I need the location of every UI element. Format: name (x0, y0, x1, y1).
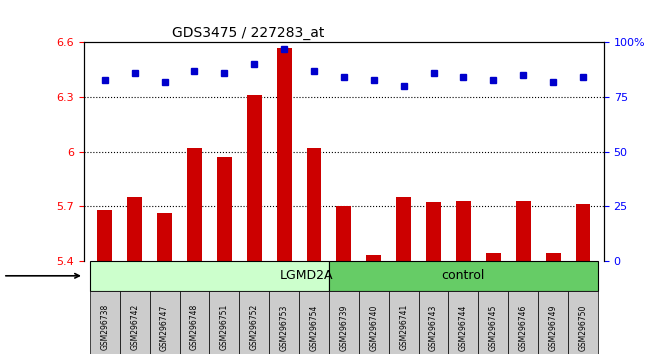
Text: GDS3475 / 227283_at: GDS3475 / 227283_at (172, 26, 325, 40)
Text: GSM296747: GSM296747 (160, 304, 169, 350)
FancyBboxPatch shape (389, 291, 419, 354)
FancyBboxPatch shape (269, 291, 299, 354)
Text: GSM296742: GSM296742 (130, 304, 139, 350)
Bar (426, 202, 441, 261)
Bar (157, 213, 172, 261)
Text: GSM296740: GSM296740 (369, 304, 378, 350)
Text: control: control (442, 269, 485, 282)
Text: LGMD2A: LGMD2A (280, 269, 333, 282)
Bar (217, 157, 231, 261)
FancyBboxPatch shape (359, 291, 389, 354)
Bar (546, 253, 560, 261)
Bar (366, 255, 381, 261)
FancyBboxPatch shape (299, 291, 329, 354)
Bar (456, 201, 471, 261)
Bar (97, 210, 112, 261)
FancyBboxPatch shape (419, 291, 448, 354)
FancyBboxPatch shape (538, 291, 568, 354)
Text: GSM296754: GSM296754 (309, 304, 319, 350)
FancyBboxPatch shape (90, 291, 119, 354)
Bar (276, 48, 292, 261)
FancyBboxPatch shape (568, 291, 598, 354)
FancyBboxPatch shape (329, 291, 359, 354)
FancyBboxPatch shape (508, 291, 538, 354)
Text: GSM296738: GSM296738 (100, 304, 109, 350)
Text: GSM296743: GSM296743 (429, 304, 438, 350)
Bar (576, 204, 590, 261)
Bar (307, 148, 321, 261)
Text: GSM296741: GSM296741 (399, 304, 408, 350)
Text: GSM296749: GSM296749 (549, 304, 558, 350)
Text: GSM296752: GSM296752 (250, 304, 259, 350)
Bar (336, 206, 352, 261)
FancyBboxPatch shape (119, 291, 150, 354)
Text: GSM296753: GSM296753 (280, 304, 289, 350)
FancyBboxPatch shape (448, 291, 478, 354)
FancyBboxPatch shape (150, 291, 180, 354)
FancyBboxPatch shape (240, 291, 269, 354)
Text: GSM296745: GSM296745 (488, 304, 498, 350)
FancyBboxPatch shape (478, 291, 508, 354)
Text: disease state: disease state (0, 271, 79, 281)
FancyBboxPatch shape (180, 291, 209, 354)
Bar (187, 148, 202, 261)
Text: GSM296750: GSM296750 (578, 304, 588, 350)
Text: GSM296744: GSM296744 (459, 304, 468, 350)
FancyBboxPatch shape (329, 261, 598, 291)
Bar (127, 197, 142, 261)
Bar (516, 201, 531, 261)
Text: GSM296751: GSM296751 (220, 304, 229, 350)
Text: GSM296748: GSM296748 (190, 304, 199, 350)
Text: GSM296746: GSM296746 (519, 304, 527, 350)
Bar (396, 197, 411, 261)
Bar (486, 253, 501, 261)
Bar (247, 95, 262, 261)
Text: GSM296739: GSM296739 (340, 304, 348, 350)
FancyBboxPatch shape (90, 261, 329, 291)
FancyBboxPatch shape (209, 291, 240, 354)
